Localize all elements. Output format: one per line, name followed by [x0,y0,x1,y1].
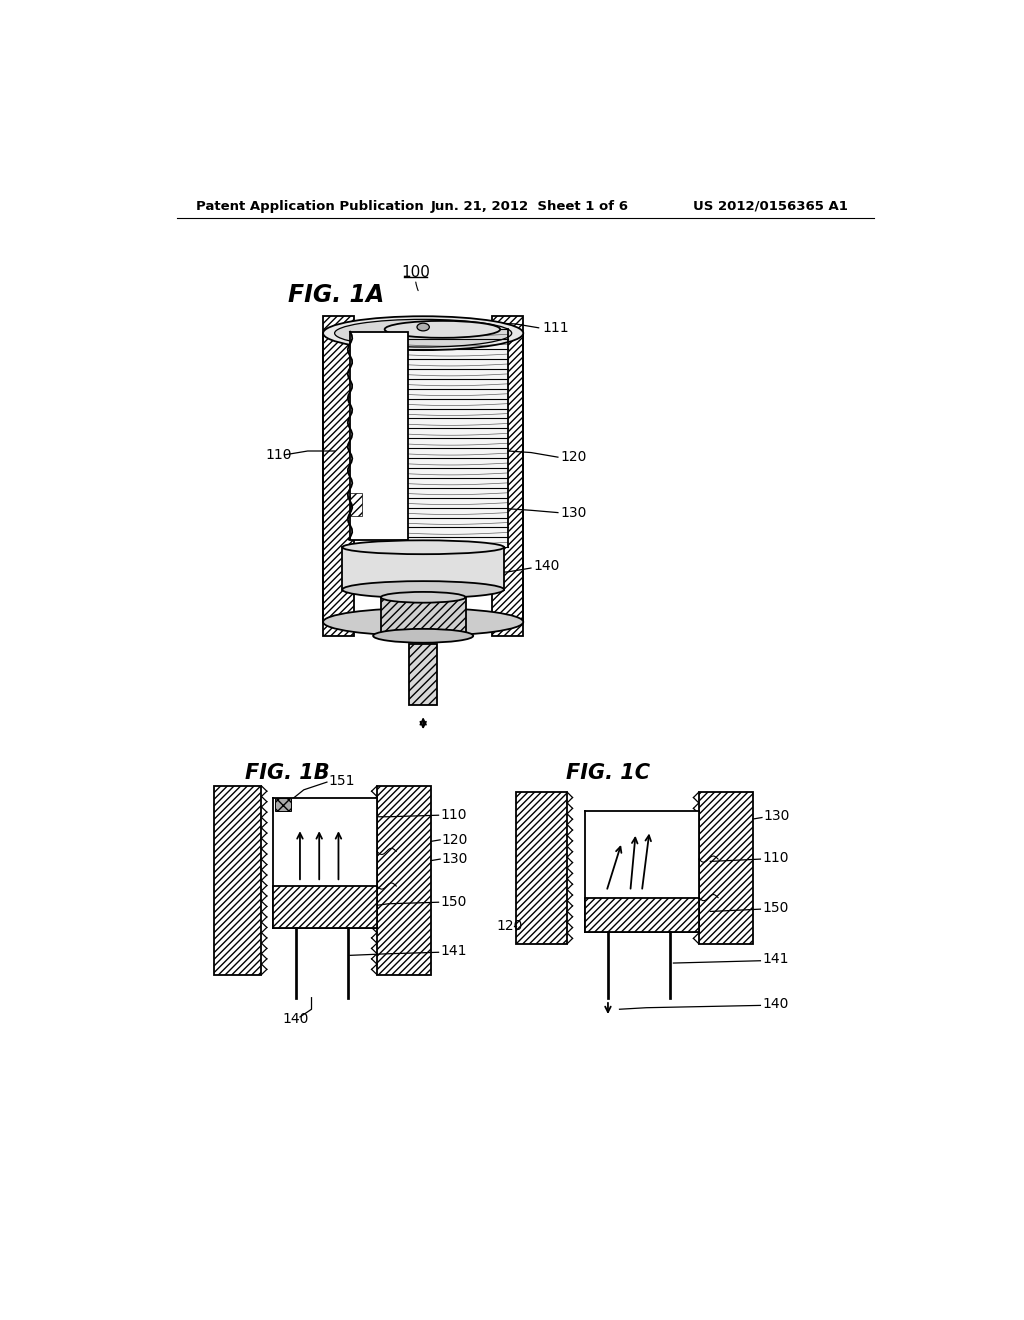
Ellipse shape [417,323,429,331]
Ellipse shape [381,591,466,603]
Bar [350,331,408,540]
Text: 150: 150 [762,900,788,915]
Text: Patent Application Publication: Patent Application Publication [196,199,424,213]
Bar [392,330,508,548]
Bar [342,548,504,590]
Text: 141: 141 [762,952,788,966]
Ellipse shape [342,540,504,554]
Ellipse shape [323,609,523,636]
Bar [273,797,377,928]
Ellipse shape [385,321,500,338]
Ellipse shape [373,628,473,643]
Bar [585,898,698,932]
Text: 110: 110 [265,447,292,462]
Text: 140: 140 [762,997,788,1011]
Text: 141: 141 [440,944,467,958]
Text: 130: 130 [560,506,587,520]
Ellipse shape [412,322,435,337]
Bar [323,317,354,636]
Text: Jun. 21, 2012  Sheet 1 of 6: Jun. 21, 2012 Sheet 1 of 6 [431,199,629,213]
Ellipse shape [335,319,512,347]
Text: 100: 100 [401,265,430,280]
Text: 120: 120 [560,450,587,465]
Ellipse shape [342,581,504,598]
Ellipse shape [323,317,523,350]
Text: 120: 120 [497,919,522,933]
Bar [381,598,466,636]
Text: 150: 150 [440,895,467,909]
Text: 130: 130 [441,853,468,866]
Text: 110: 110 [440,808,467,822]
Bar [493,317,523,636]
Bar [273,886,377,928]
Text: FIG. 1C: FIG. 1C [565,763,650,783]
Bar [410,644,437,705]
Text: 151: 151 [329,774,355,788]
Bar [323,317,354,636]
Text: 140: 140 [534,560,560,573]
Text: 110: 110 [762,850,788,865]
Bar [214,785,261,974]
Text: US 2012/0156365 A1: US 2012/0156365 A1 [692,199,848,213]
Bar [585,812,698,932]
Text: FIG. 1B: FIG. 1B [245,763,329,783]
Text: FIG. 1A: FIG. 1A [289,284,385,308]
Bar [377,785,431,974]
Text: 111: 111 [543,321,569,335]
Bar [350,494,361,516]
Text: 120: 120 [441,833,468,847]
Text: 130: 130 [764,809,790,822]
Bar [698,792,753,944]
Bar [515,792,567,944]
Bar [493,317,523,636]
Bar [274,797,292,812]
Text: 140: 140 [283,1012,309,1026]
